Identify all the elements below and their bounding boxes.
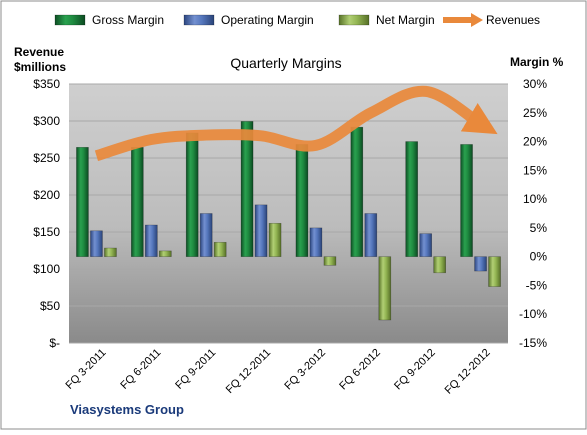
- net-bar: [104, 247, 117, 257]
- net-bar: [268, 222, 282, 257]
- legend: Gross Margin Operating Margin Net Margin Re…: [54, 13, 540, 27]
- left-axis-title-line2: $millions: [14, 60, 66, 74]
- gross-bar: [185, 132, 199, 257]
- legend-swatch-operating: [183, 14, 215, 26]
- operating-bar: [145, 224, 158, 257]
- gross-bar: [405, 141, 418, 257]
- left-tick-label: $350: [33, 77, 60, 91]
- legend-label-gross: Gross Margin: [92, 13, 164, 27]
- operating-bar: [419, 233, 432, 257]
- revenue-series: [94, 85, 498, 162]
- right-tick-label: 10%: [523, 192, 547, 206]
- right-tick-label: 15%: [523, 163, 547, 177]
- left-axis-title-line1: Revenue: [14, 45, 64, 59]
- gross-bar: [295, 144, 309, 257]
- net-bar: [488, 256, 501, 287]
- company-label: Viasystems Group: [70, 402, 184, 417]
- gross-bar: [131, 147, 144, 257]
- left-tick-label: $-: [49, 336, 60, 350]
- right-tick-label: 20%: [523, 135, 547, 149]
- left-tick-label: $300: [33, 114, 60, 128]
- legend-swatch-net: [338, 14, 370, 26]
- left-tick-label: $200: [33, 188, 60, 202]
- left-tick-label: $50: [40, 299, 60, 313]
- chart-title: Quarterly Margins: [230, 55, 341, 71]
- right-tick-label: -10%: [519, 307, 547, 321]
- right-tick-label: -15%: [519, 336, 547, 350]
- left-axis-ticks: $- $50 $100 $150 $200 $250 $300 $350: [33, 77, 60, 350]
- gross-bar: [240, 121, 254, 257]
- right-tick-label: 5%: [530, 221, 548, 235]
- legend-swatch-gross: [54, 14, 86, 26]
- net-bar: [433, 256, 446, 274]
- right-tick-label: 0%: [530, 250, 548, 264]
- legend-label-net: Net Margin: [376, 13, 435, 27]
- right-axis-ticks: -15% -10% -5% 0% 5% 10% 15% 20% 25% 30%: [519, 77, 547, 350]
- operating-bar: [364, 213, 378, 257]
- left-tick-label: $150: [33, 225, 60, 239]
- operating-bar: [90, 230, 103, 257]
- right-tick-label: -5%: [526, 278, 548, 292]
- operating-bar: [199, 213, 213, 257]
- left-tick-label: $250: [33, 151, 60, 165]
- legend-swatch-revenues-arrow: [471, 13, 483, 27]
- net-bar: [323, 256, 337, 266]
- legend-label-revenues: Revenues: [486, 13, 540, 27]
- net-bar: [378, 256, 392, 321]
- net-bar: [213, 241, 227, 257]
- revenue-line: [94, 85, 498, 162]
- legend-label-operating: Operating Margin: [221, 13, 314, 27]
- gross-bar: [350, 126, 364, 257]
- right-axis-title: Margin %: [510, 55, 564, 69]
- operating-bar: [309, 227, 323, 257]
- bars: [76, 121, 501, 321]
- operating-bar: [474, 256, 487, 272]
- right-tick-label: 30%: [523, 77, 547, 91]
- left-tick-label: $100: [33, 262, 60, 276]
- operating-bar: [254, 204, 268, 257]
- gross-bar: [460, 144, 473, 257]
- net-bar: [159, 250, 172, 257]
- right-tick-label: 25%: [523, 106, 547, 120]
- gross-bar: [76, 147, 89, 257]
